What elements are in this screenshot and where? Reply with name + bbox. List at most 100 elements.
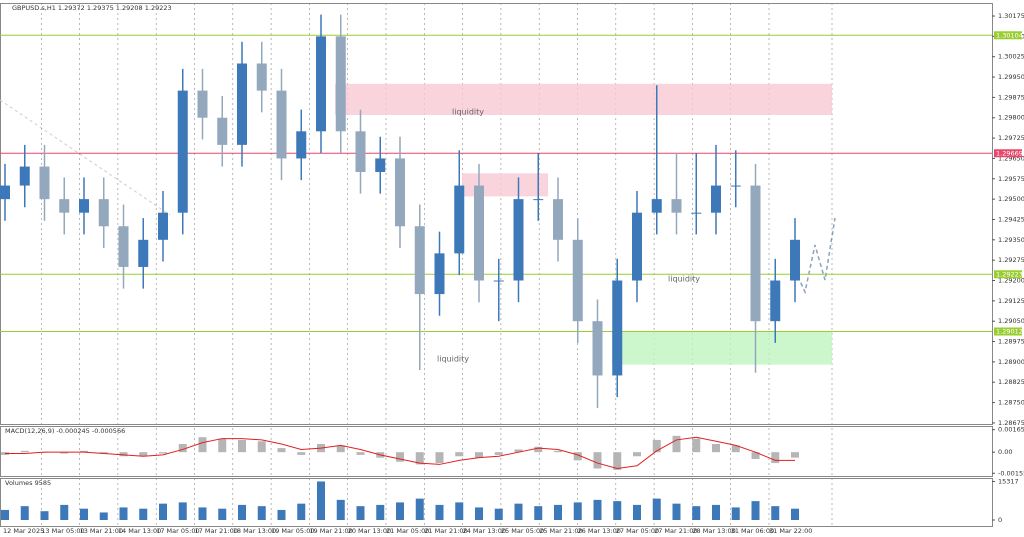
candle-body — [276, 90, 287, 159]
y-tick-label: 1.29425 — [998, 215, 1024, 223]
level-label: 1.30104 — [996, 31, 1023, 39]
macd-bar — [435, 452, 444, 464]
zone — [612, 331, 832, 365]
macd-pane — [0, 426, 993, 477]
x-tick-label: 24 Mar 13:00 — [463, 527, 506, 535]
volume-bar — [20, 506, 29, 520]
volume-bar — [672, 503, 681, 520]
macd-bar — [99, 452, 108, 454]
candle-body — [0, 185, 10, 200]
volume-bar — [613, 501, 622, 520]
volume-bar — [494, 508, 503, 520]
y-tick-label: 1.28825 — [998, 378, 1024, 386]
trend-line — [0, 99, 171, 216]
level-label: 1.29012 — [996, 327, 1023, 335]
candle-body — [197, 90, 208, 118]
y-tick-label: 1.28750 — [998, 399, 1024, 407]
forecast-path — [794, 217, 836, 295]
volume-bar — [139, 508, 148, 520]
macd-bar — [652, 439, 661, 453]
candle-body — [39, 166, 50, 200]
volume-bar — [573, 502, 582, 520]
candle-body — [493, 280, 504, 282]
volume-bar — [593, 499, 602, 520]
volume-bar — [534, 506, 543, 520]
candle-body — [414, 226, 425, 295]
x-tick-label: 20 Mar 13:00 — [348, 527, 391, 535]
macd-bar — [257, 441, 266, 453]
candle-body — [711, 185, 721, 213]
volume-bar — [1, 509, 9, 520]
candle-body — [158, 212, 168, 240]
candle-body — [138, 239, 149, 267]
volume-bar — [692, 506, 701, 520]
volume-bar — [159, 503, 167, 520]
macd-bar — [534, 446, 543, 453]
volume-bar — [435, 504, 444, 520]
volume-bar — [218, 508, 227, 520]
macd-bar — [475, 452, 483, 458]
macd-bar — [573, 452, 582, 461]
macd-bar — [633, 452, 641, 457]
macd-bar — [514, 449, 523, 453]
volume-bar — [257, 506, 266, 520]
macd-bar — [238, 439, 246, 453]
candle-body — [375, 158, 386, 172]
x-tick-label: 13 Mar 21:00 — [80, 527, 123, 535]
x-tick-label: 19 Mar 21:00 — [309, 527, 352, 535]
y-tick-label: 1.29875 — [998, 93, 1024, 101]
macd-bar — [613, 452, 622, 470]
volume-bar — [277, 509, 286, 520]
volume-bar — [415, 498, 424, 520]
x-tick-label: 25 Mar 21:00 — [539, 527, 582, 535]
volume-bar — [731, 507, 740, 520]
macd-bar — [593, 452, 602, 469]
volume-bar — [751, 501, 760, 520]
x-tick-label: 13 Mar 05:00 — [41, 527, 84, 535]
macd-bar — [692, 438, 701, 453]
macd-bar — [554, 450, 562, 453]
candle-body — [316, 36, 326, 132]
macd-bar — [731, 445, 740, 453]
volume-bar — [396, 502, 404, 520]
volume-pane — [0, 478, 993, 527]
macd-bar — [415, 452, 424, 465]
volume-bar — [317, 481, 325, 520]
chart-title: GBPUSD.s,H1 1.29372 1.29375 1.29208 1.29… — [12, 4, 172, 12]
volume-bar — [40, 511, 49, 520]
y-tick-label: 1.29500 — [998, 195, 1024, 203]
y-tick-label: 1.30025 — [998, 53, 1024, 61]
x-tick-label: 18 Mar 13:00 — [233, 527, 276, 535]
x-tick-label: 12 Mar 2025 — [3, 527, 44, 535]
macd-bar — [672, 435, 681, 453]
main-pane — [0, 3, 993, 425]
candle-body — [237, 63, 247, 145]
macd-label: MACD(12,26,9) -0.000245 -0.000566 — [5, 427, 125, 435]
volume-bar — [198, 507, 207, 520]
level-label: 1.29223 — [996, 270, 1023, 278]
volume-tick-label: 15317 — [998, 477, 1019, 485]
candle-body — [612, 280, 623, 376]
x-tick-label: 28 Mar 13:00 — [692, 527, 735, 535]
volume-tick-label: 0 — [998, 516, 1002, 524]
macd-bar — [178, 444, 187, 453]
volume-bar — [652, 498, 661, 520]
volume-bar — [712, 504, 720, 520]
level-label: 1.29669 — [996, 149, 1023, 157]
candle-body — [217, 117, 228, 145]
level-label-box — [994, 327, 1022, 336]
macd-tick-label: 0.001653 — [998, 426, 1024, 434]
candle-body — [513, 199, 524, 281]
volume-bar — [119, 507, 128, 520]
y-tick-label: 1.29125 — [998, 297, 1024, 305]
macd-bar — [396, 452, 404, 462]
macd-bar — [20, 450, 29, 453]
volume-bar — [633, 504, 641, 520]
macd-bar — [297, 452, 306, 455]
volume-bar — [80, 508, 88, 520]
volume-bar — [60, 504, 69, 520]
zone — [335, 83, 832, 116]
volume-bar — [554, 504, 562, 520]
